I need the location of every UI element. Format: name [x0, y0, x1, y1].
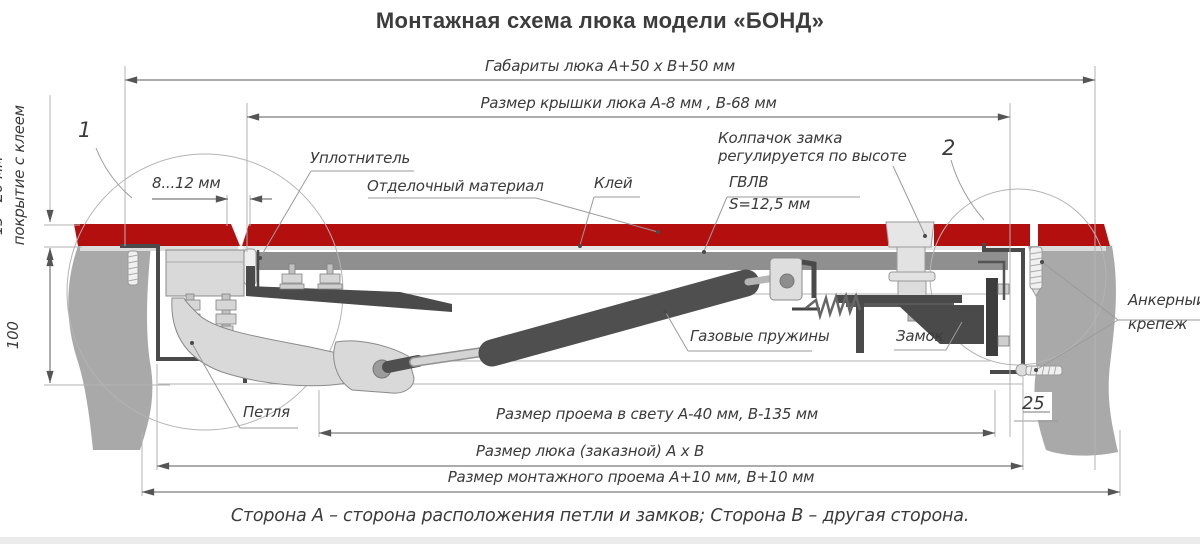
extension-lines: [44, 66, 1121, 496]
lock-spring: [805, 291, 862, 321]
anchor-vertical: [1029, 246, 1043, 298]
offset-25-box: [1018, 392, 1052, 420]
coating-red: [74, 224, 1110, 246]
gvl-label-line1: ГВЛВ: [729, 173, 769, 191]
page-bottom-edge: [0, 537, 1200, 544]
hatch-frame-right: [978, 243, 1025, 374]
page-title: Монтажная схема люка модели «БОНД»: [375, 8, 825, 33]
depth-100-label: 100: [3, 321, 22, 350]
hinge-assembly: [165, 249, 452, 394]
dimension-lines: [46, 76, 1121, 496]
dim-overall-label: Габариты люка А+50 х В+50 мм: [485, 57, 735, 75]
dim-mounting-label: Размер монтажного проема А+10 мм, В+10 м…: [447, 468, 815, 486]
finishing-material-label: Отделочный материал: [367, 177, 544, 195]
gas-springs-label: Газовые пружины: [690, 327, 830, 345]
left-wall: [68, 246, 153, 450]
anchor-horizontal: [1015, 363, 1063, 377]
dim-cover-label: Размер крышки люка А-8 мм , В-68 мм: [480, 94, 777, 112]
lock-cap-label-line2: регулируется по высоте: [718, 147, 907, 165]
dim-hatch-label: Размер люка (заказной) А х В: [475, 442, 705, 460]
leader-lines: [95, 147, 1200, 429]
hinge-label: Петля: [243, 403, 290, 421]
anchor-label-line2: крепеж: [1128, 315, 1188, 333]
detail-1-label: 1: [78, 118, 92, 142]
offset-25-label: 25: [1022, 393, 1045, 414]
anchor-label-line1: Анкерный: [1128, 291, 1200, 309]
dim-clear-opening-label: Размер проема в свету А-40 мм, В-135 мм: [496, 405, 818, 423]
lock-assembly: [792, 221, 1010, 356]
gas-spring: [382, 257, 817, 373]
anchor-screws: [127, 246, 1063, 377]
leader-dots: [190, 230, 1044, 372]
coating-note-label: покрытие с клеем: [9, 105, 28, 246]
coating-thickness-label: 15 - 20 мм: [0, 156, 6, 236]
seal-label: Уплотнитель: [310, 149, 411, 167]
lock-label: Замок: [896, 327, 944, 345]
glue-label: Клей: [594, 174, 633, 192]
detail-2-label: 2: [942, 136, 956, 160]
footnote: Сторона А – сторона расположения петли и…: [230, 506, 970, 526]
wall-dowel-left: [127, 250, 139, 286]
gvl-label-line2: S=12,5 мм: [729, 195, 811, 213]
gvl-panel: [252, 252, 1008, 270]
gap-8-12-label: 8...12 мм: [152, 174, 221, 192]
lock-cap-label-line1: Колпачок замка: [718, 129, 843, 147]
